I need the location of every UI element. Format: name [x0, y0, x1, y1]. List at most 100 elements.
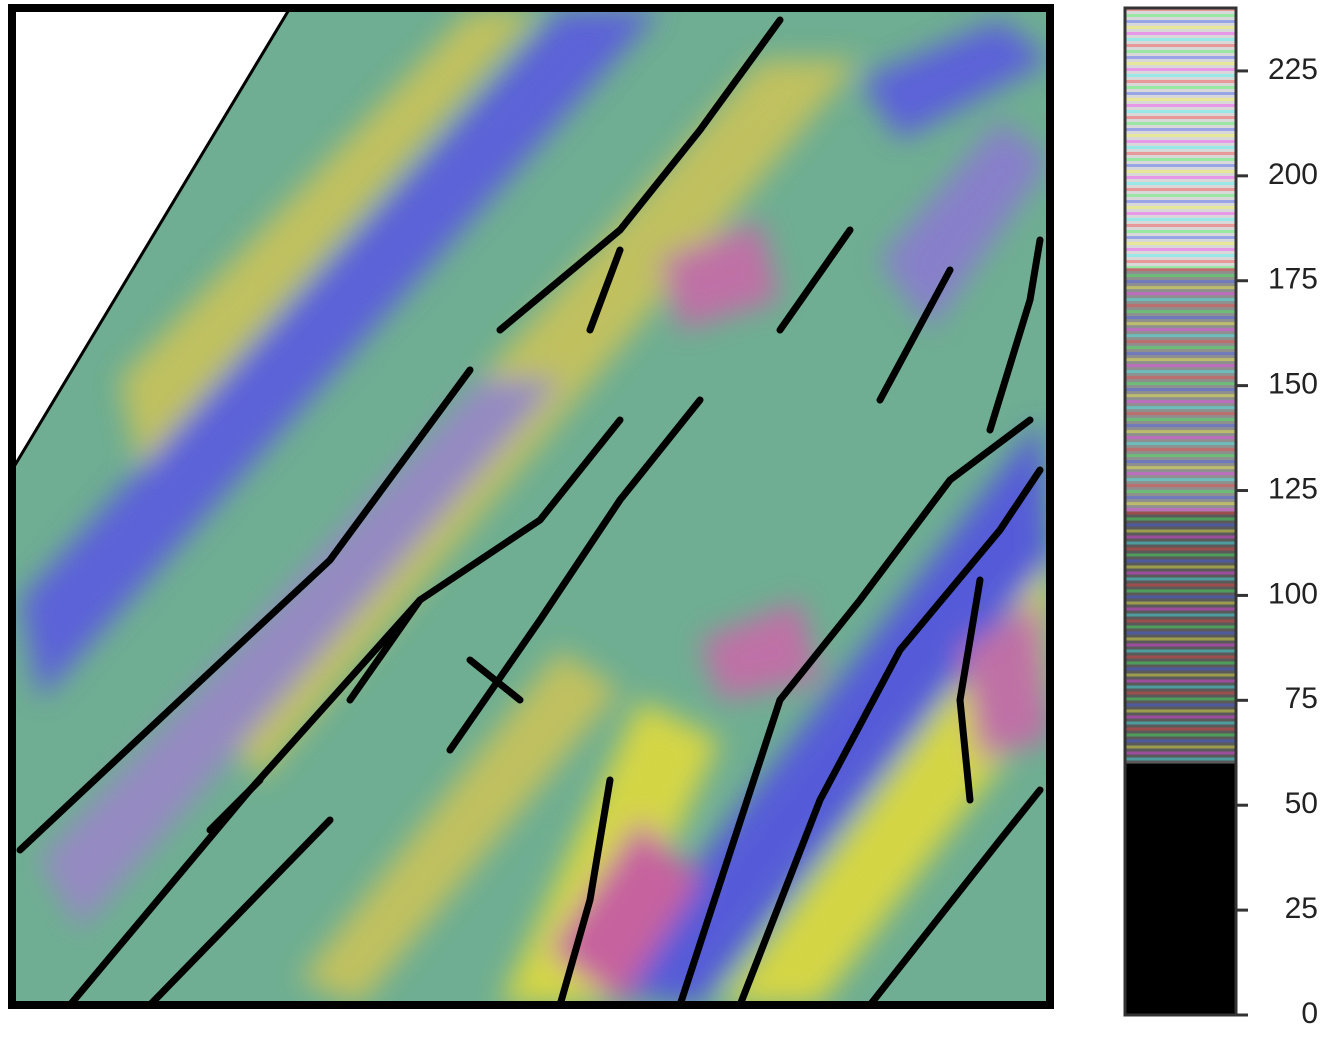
stripe [1125, 298, 1236, 301]
stripe [1125, 608, 1236, 611]
stripe [1125, 686, 1236, 689]
stripe [1125, 704, 1236, 707]
stripe [1125, 310, 1236, 313]
stripe [1125, 110, 1236, 113]
stripe [1125, 692, 1236, 695]
stripe [1125, 268, 1236, 271]
stripe [1125, 572, 1236, 575]
stripe [1125, 364, 1236, 367]
stripe [1125, 536, 1236, 539]
stripe [1125, 466, 1236, 469]
stripe [1125, 728, 1236, 731]
stripe [1125, 436, 1236, 439]
stripe [1125, 104, 1236, 107]
stripe [1125, 740, 1236, 743]
stripe [1125, 430, 1236, 433]
stripe [1125, 650, 1236, 653]
stripe [1125, 176, 1236, 179]
stripe [1125, 454, 1236, 457]
stripe [1125, 286, 1236, 289]
stripe [1125, 668, 1236, 671]
colorbar-tick-label: 25 [1285, 892, 1318, 925]
stripe [1125, 524, 1236, 527]
stripe [1125, 32, 1236, 35]
stripe [1125, 334, 1236, 337]
stripe [1125, 164, 1236, 167]
colorbar-tick-label: 100 [1268, 577, 1318, 610]
stripe [1125, 662, 1236, 665]
stripe [1125, 418, 1236, 421]
stripe [1125, 26, 1236, 29]
stripe [1125, 508, 1236, 511]
stripe [1125, 134, 1236, 137]
stripe [1125, 542, 1236, 545]
stripe [1125, 128, 1236, 131]
stripe [1125, 158, 1236, 161]
stripe [1125, 340, 1236, 343]
stripe [1125, 274, 1236, 277]
stripe [1125, 644, 1236, 647]
stripe [1125, 248, 1236, 251]
stripe [1125, 116, 1236, 119]
stripe [1125, 230, 1236, 233]
stripe [1125, 170, 1236, 173]
stripe [1125, 518, 1236, 521]
stripe [1125, 280, 1236, 283]
stripe [1125, 370, 1236, 373]
stripe [1125, 140, 1236, 143]
stripe [1125, 716, 1236, 719]
stripe [1125, 554, 1236, 557]
figure: 0255075100125150175200225 [0, 0, 1320, 1035]
stripe [1125, 680, 1236, 683]
stripe [1125, 394, 1236, 397]
stripe [1125, 38, 1236, 41]
stripe [1125, 596, 1236, 599]
stripe [1125, 406, 1236, 409]
stripe [1125, 632, 1236, 635]
stripe [1125, 62, 1236, 65]
stripe [1125, 206, 1236, 209]
stripe [1125, 490, 1236, 493]
stripe [1125, 602, 1236, 605]
colorbar-tick-label: 125 [1268, 472, 1318, 505]
stripe [1125, 502, 1236, 505]
colorbar-tick-label: 75 [1285, 682, 1318, 715]
colorbar-tick-label: 150 [1268, 368, 1318, 401]
stripe [1125, 722, 1236, 725]
colorbar: 0255075100125150175200225 [1125, 8, 1318, 1030]
stripe [1125, 322, 1236, 325]
stripe [1125, 212, 1236, 215]
stripe [1125, 260, 1236, 263]
stripe [1125, 376, 1236, 379]
stripe [1125, 44, 1236, 47]
stripe [1125, 584, 1236, 587]
stripe [1125, 152, 1236, 155]
stripe [1125, 98, 1236, 101]
stripe [1125, 496, 1236, 499]
stripe [1125, 92, 1236, 95]
stripe [1125, 548, 1236, 551]
stripe [1125, 448, 1236, 451]
stripe [1125, 614, 1236, 617]
stripe [1125, 194, 1236, 197]
stripe [1125, 242, 1236, 245]
stripe [1125, 758, 1236, 761]
stripe [1125, 620, 1236, 623]
stripe [1125, 484, 1236, 487]
colorbar-tick-label: 175 [1268, 263, 1318, 296]
stripe [1125, 236, 1236, 239]
stripe [1125, 400, 1236, 403]
stripe [1125, 56, 1236, 59]
colorbar-tick-label: 225 [1268, 53, 1318, 86]
stripe [1125, 304, 1236, 307]
stripe [1125, 328, 1236, 331]
stripe [1125, 358, 1236, 361]
stripe [1125, 50, 1236, 53]
stripe [1125, 188, 1236, 191]
stripe [1125, 746, 1236, 749]
stripe [1125, 424, 1236, 427]
stripe [1125, 734, 1236, 737]
colorbar-tick-label: 50 [1285, 787, 1318, 820]
stripe [1125, 182, 1236, 185]
stripe [1125, 146, 1236, 149]
